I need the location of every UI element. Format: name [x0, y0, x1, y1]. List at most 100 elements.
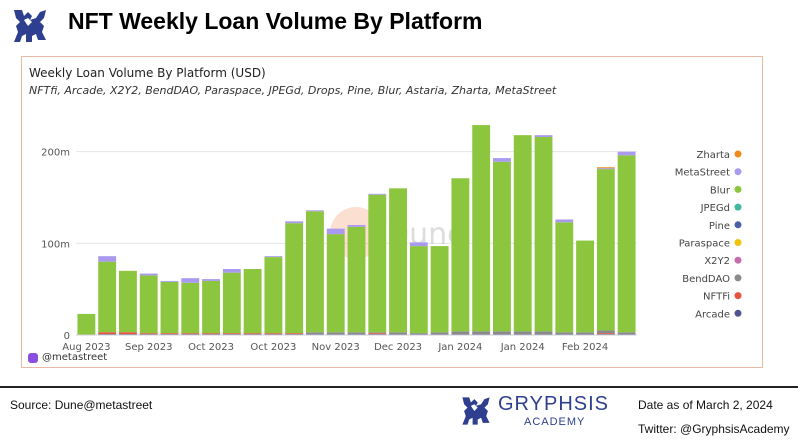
bar-metastreet — [596, 168, 615, 170]
brand-name: GRYPHSIS — [498, 393, 609, 415]
bar-benddao — [347, 332, 366, 335]
chart-credit-text: @metastreet — [42, 352, 108, 363]
bar-benddao — [493, 331, 511, 335]
legend-swatch-nftfi — [734, 292, 742, 300]
bar-benddao — [534, 331, 553, 335]
bar-metastreet — [306, 210, 324, 212]
legend-label: Paraspace — [679, 239, 730, 250]
page-title: NFT Weekly Loan Volume By Platform — [68, 8, 483, 34]
bar-blur — [243, 269, 262, 334]
bar-blur — [389, 188, 407, 333]
bar-blur — [119, 270, 137, 333]
bar-metastreet — [181, 278, 200, 283]
bar-benddao — [451, 331, 470, 335]
bar-blur — [576, 240, 594, 333]
bar-metastreet — [493, 158, 511, 162]
bar-blur — [285, 223, 304, 334]
bar-blur — [347, 226, 366, 333]
chart-title: Weekly Loan Volume By Platform (USD) — [29, 66, 266, 80]
bar-metastreet — [222, 269, 241, 273]
brand-subtitle: ACADEMY — [524, 416, 586, 428]
gryphsis-logo-icon — [10, 6, 50, 46]
bar-nftfi — [160, 333, 179, 335]
bar-nftfi — [243, 333, 262, 335]
bar-blur — [139, 275, 158, 334]
bar-blur — [617, 155, 636, 333]
bar-benddao — [430, 332, 449, 335]
metastreet-icon — [28, 352, 38, 363]
bar-nftfi — [202, 333, 220, 335]
bar-benddao — [409, 333, 428, 335]
x-tick-label: Nov 2023 — [312, 342, 360, 353]
bar-metastreet — [347, 225, 366, 227]
legend-label: NFTFi — [703, 292, 730, 303]
bar-blur — [202, 280, 220, 334]
legend-label: Zharta — [697, 150, 730, 161]
bar-metastreet — [98, 256, 117, 262]
bar-blur — [513, 135, 532, 332]
date-note: Date as of March 2, 2024 — [638, 398, 773, 412]
bar-benddao — [326, 332, 345, 335]
bar-benddao — [472, 331, 491, 335]
bar-blur — [493, 161, 511, 332]
bar-zharta — [596, 167, 615, 169]
legend-label: MetaStreet — [675, 168, 730, 179]
x-tick-label: Jan 2024 — [437, 342, 482, 353]
bar-blur — [409, 246, 428, 334]
bar-metastreet — [534, 135, 553, 137]
legend-label: BendDAO — [682, 274, 730, 285]
legend-swatch-arcade — [734, 309, 742, 317]
chart-card: Weekly Loan Volume By Platform (USD) NFT… — [21, 56, 763, 368]
legend-swatch-metastreet — [734, 168, 742, 176]
gryphsis-brand-icon — [462, 397, 490, 425]
x-tick-label: Dec 2023 — [374, 342, 422, 353]
bar-blur — [306, 211, 324, 333]
bar-nftfi — [368, 333, 387, 335]
brand-block: GRYPHSIS ACADEMY — [458, 392, 618, 432]
x-tick-label: Aug 2023 — [62, 342, 110, 353]
legend-swatch-zharta — [734, 150, 742, 158]
bar-metastreet — [617, 151, 636, 156]
bar-nftfi — [139, 333, 158, 335]
bar-nftfi — [119, 332, 137, 335]
bar-blur — [472, 125, 491, 332]
bar-metastreet — [409, 242, 428, 247]
bar-blur — [451, 178, 470, 332]
bar-benddao — [368, 332, 387, 334]
bar-benddao — [576, 332, 594, 335]
bar-metastreet — [368, 193, 387, 195]
x-tick-label: Oct 2023 — [250, 342, 296, 353]
x-tick-label: Sep 2023 — [125, 342, 172, 353]
bar-blur — [368, 194, 387, 333]
bar-metastreet — [139, 273, 158, 276]
legend-label: JPEGd — [700, 203, 730, 214]
bar-blur — [160, 281, 179, 334]
legend-swatch-x2y2 — [734, 256, 742, 264]
bar-nftfi — [181, 333, 200, 335]
twitter-handle: Twitter: @GryphsisAcademy — [638, 422, 790, 436]
bar-metastreet — [264, 256, 283, 258]
bar-nftfi — [222, 333, 241, 335]
bar-metastreet — [285, 221, 304, 224]
bar-blur — [77, 313, 96, 335]
legend-swatch-jpegd — [734, 203, 742, 211]
legend-label: Arcade — [695, 309, 730, 320]
x-tick-label: Jan 2024 — [500, 342, 545, 353]
bar-blur — [181, 282, 200, 334]
bar-benddao — [306, 332, 324, 335]
bar-benddao — [617, 332, 636, 335]
y-tick-label: 200m — [41, 148, 70, 159]
bar-nftfi — [264, 333, 283, 335]
footer-divider — [0, 386, 798, 388]
bar-blur — [555, 222, 574, 333]
legend-label: Pine — [709, 221, 730, 232]
legend-label: Blur — [710, 185, 731, 196]
bar-blur — [430, 246, 449, 333]
bar-benddao — [389, 332, 407, 335]
x-tick-label: Feb 2024 — [562, 342, 608, 353]
bar-blur — [534, 137, 553, 332]
bar-benddao — [513, 331, 532, 335]
bar-metastreet — [202, 279, 220, 281]
bar-blur — [222, 272, 241, 334]
